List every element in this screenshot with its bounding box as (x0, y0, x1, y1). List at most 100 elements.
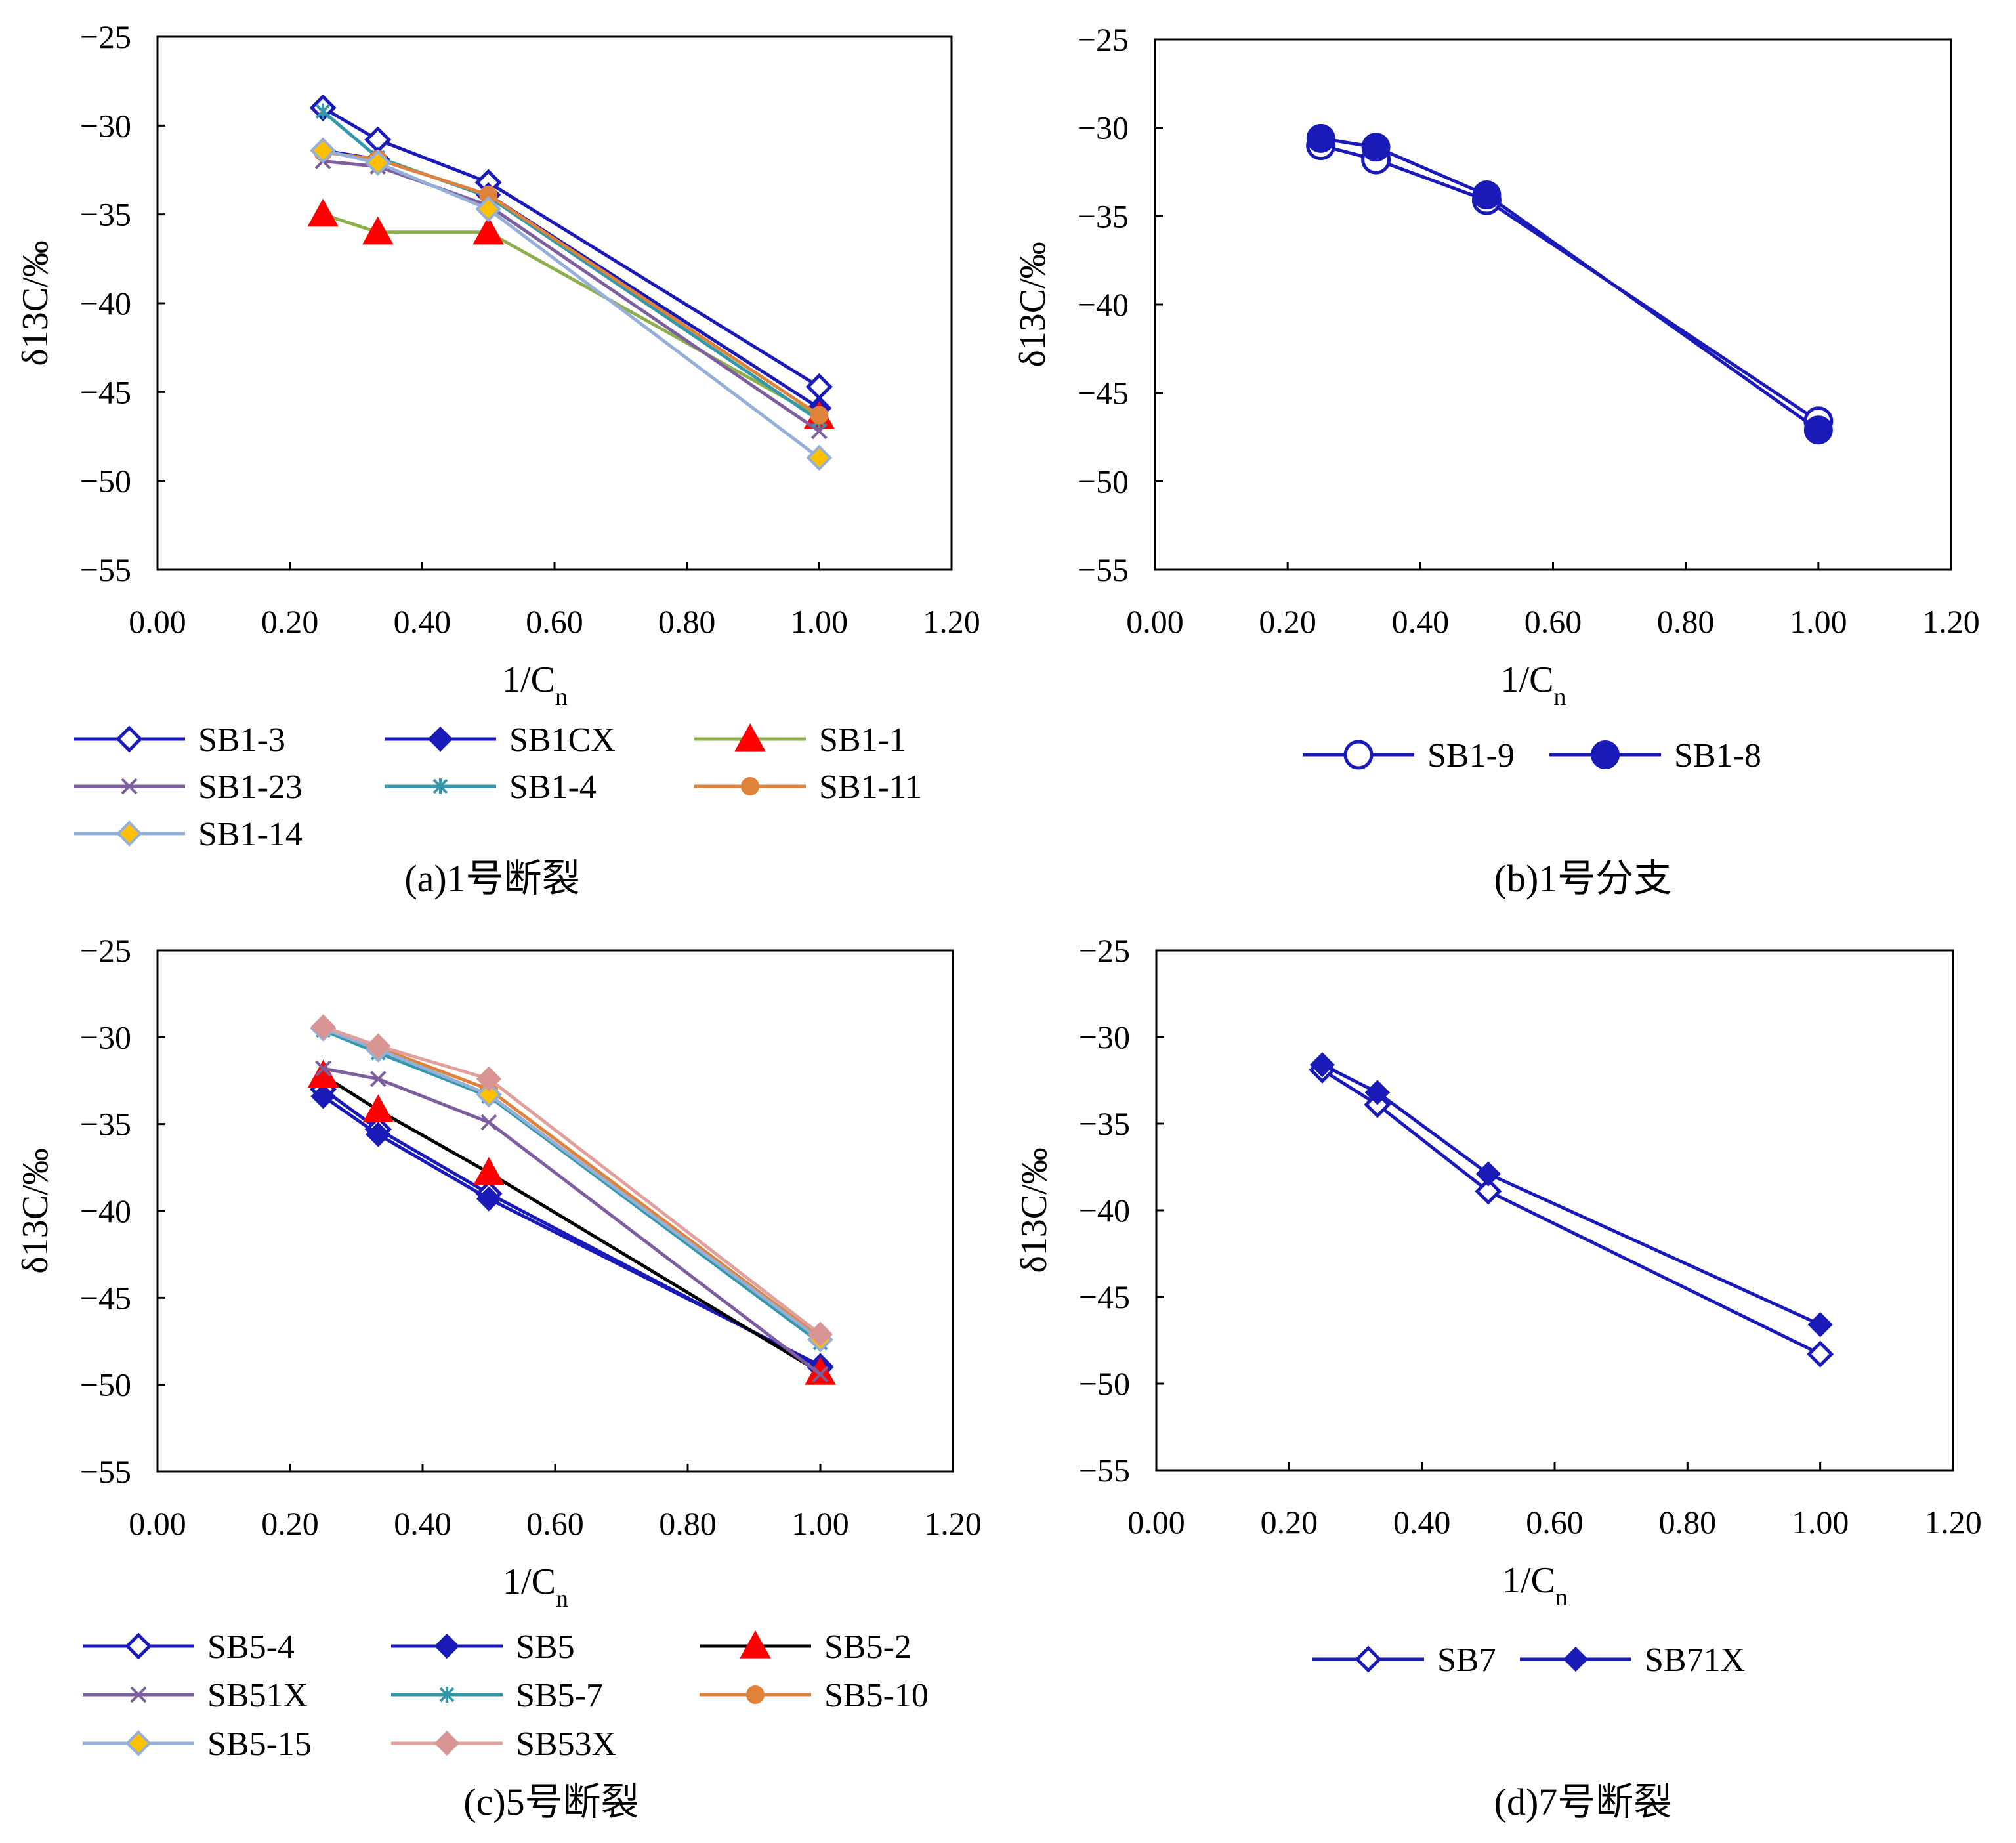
legend-marker (740, 1630, 771, 1659)
y-tick-label: −45 (80, 1279, 131, 1316)
y-tick-label: −40 (1078, 286, 1129, 323)
data-point-marker (307, 1059, 339, 1088)
legend-marker (434, 1730, 460, 1756)
series-line (322, 148, 820, 459)
data-point-marker (476, 1186, 502, 1212)
legend-label: SB1-4 (509, 769, 597, 806)
data-point-marker (307, 198, 339, 227)
y-tick-label: −55 (80, 1453, 131, 1490)
data-point-marker (472, 216, 504, 245)
x-axis-title: 1/Cn (1502, 1560, 1568, 1611)
panel-caption: (b)1号分支 (1494, 857, 1672, 900)
data-point-marker (1306, 123, 1335, 153)
y-tick-label: −35 (80, 196, 131, 233)
series-line (322, 1027, 822, 1341)
y-tick-label: −40 (80, 1193, 131, 1229)
legend-label: SB1-11 (819, 769, 922, 806)
legend-label: SB5-15 (207, 1726, 312, 1763)
series-SB1-9 (1306, 131, 1834, 436)
y-tick-label: −30 (1078, 110, 1129, 146)
data-point-marker (369, 1070, 387, 1088)
data-point-marker (1803, 415, 1833, 445)
data-point-marker (1807, 1312, 1833, 1338)
data-point-marker (1309, 1052, 1335, 1078)
x-axis-title-main: 1/C (1501, 660, 1554, 700)
legend-marker (434, 1633, 460, 1659)
data-point-marker (473, 1156, 505, 1185)
data-point-marker (1807, 1340, 1834, 1368)
legend-label: SB53X (516, 1726, 616, 1763)
series-line (1321, 1069, 1821, 1356)
y-tick-label: −25 (80, 932, 131, 969)
y-axis-title: δ13C/‰ (15, 1148, 56, 1273)
y-tick-label: −45 (1078, 375, 1129, 412)
y-axis-title: δ13C/‰ (1014, 1147, 1055, 1273)
legend-marker (432, 778, 448, 794)
legend-label: SB1CX (509, 721, 616, 759)
legend-item-SB1-14: SB1-14 (74, 816, 303, 853)
legend-label: SB5 (516, 1628, 575, 1666)
chart-panel-2: 0.00 0.20 0.40 0.60 0.80 1.00 1.20 −25 −30 −35 −40… (1013, 21, 1980, 900)
legend-marker (427, 726, 453, 752)
y-tick-label: −35 (1079, 1105, 1130, 1142)
data-point-marker (480, 1114, 497, 1131)
x-tick-label: 0.00 (1126, 603, 1184, 640)
legend-item-SB1-8: SB1-8 (1549, 737, 1761, 774)
data-point-marker (476, 1066, 502, 1091)
data-point-marker (476, 1081, 502, 1108)
x-tick-label: 1.00 (791, 1505, 849, 1542)
legend-item-SB1-3: SB1-3 (74, 721, 285, 759)
panel-caption: (a)1号断裂 (404, 857, 579, 900)
legend-label: SB1-14 (198, 816, 303, 853)
legend-item-SB1-9: SB1-9 (1303, 737, 1515, 774)
series-line (322, 1095, 822, 1367)
y-tick-label: −50 (1079, 1365, 1130, 1402)
legend-item-SB1-11: SB1-11 (694, 769, 922, 806)
x-tick-label: 1.20 (923, 603, 980, 640)
y-tick-label: −50 (1078, 463, 1129, 499)
x-tick-label: 1.00 (1790, 603, 1847, 640)
series-line (1321, 1063, 1821, 1326)
x-tick-label: 1.20 (1922, 603, 1980, 640)
legend-label: SB5-2 (824, 1628, 912, 1666)
legend-label: SB1-3 (198, 721, 285, 759)
y-tick-label: −55 (1079, 1452, 1130, 1489)
y-tick-label: −30 (80, 107, 131, 144)
plot-frame (156, 35, 953, 571)
legend-marker (125, 1632, 152, 1660)
legend-item-SB5-15: SB5-15 (83, 1726, 312, 1763)
series-line (1320, 137, 1820, 432)
data-point-marker (364, 150, 391, 177)
x-axis-title: 1/Cn (502, 660, 568, 711)
x-tick-label: 0.60 (526, 1505, 584, 1542)
data-point-marker (810, 406, 829, 425)
data-point-marker (1364, 1080, 1391, 1105)
y-axis-title: δ13C/‰ (15, 240, 56, 366)
series-SB1-23 (314, 153, 828, 440)
x-tick-label: 0.40 (1392, 603, 1450, 640)
legend-item-SB5-2: SB5-2 (700, 1628, 912, 1666)
legend-item-SB5: SB5 (391, 1628, 575, 1666)
data-point-marker (310, 1014, 336, 1040)
data-point-marker (315, 1060, 331, 1077)
x-tick-label: 0.60 (1526, 1504, 1584, 1540)
x-tick-label: 0.20 (261, 603, 319, 640)
panel-caption: (c)5号断裂 (463, 1781, 639, 1823)
data-point-marker (362, 216, 394, 245)
x-tick-label: 1.20 (1924, 1504, 1982, 1540)
x-tick-label: 0.80 (1657, 603, 1715, 640)
series-SB7 (1309, 1056, 1834, 1368)
x-tick-label: 0.40 (394, 603, 452, 640)
plot-frame (1155, 949, 1954, 1472)
legend-label: SB1-23 (198, 769, 303, 806)
y-tick-label: −40 (80, 285, 131, 322)
series-line (1320, 144, 1820, 423)
data-point-marker (806, 444, 833, 471)
series-SB5-2 (307, 1059, 836, 1385)
legend-item-SB5-7: SB5-7 (391, 1677, 603, 1714)
legend-label: SB5-7 (516, 1677, 603, 1714)
legend-item-SB1CX: SB1CX (385, 721, 616, 759)
series-line (322, 1027, 822, 1340)
series-SB1-11 (314, 142, 829, 425)
